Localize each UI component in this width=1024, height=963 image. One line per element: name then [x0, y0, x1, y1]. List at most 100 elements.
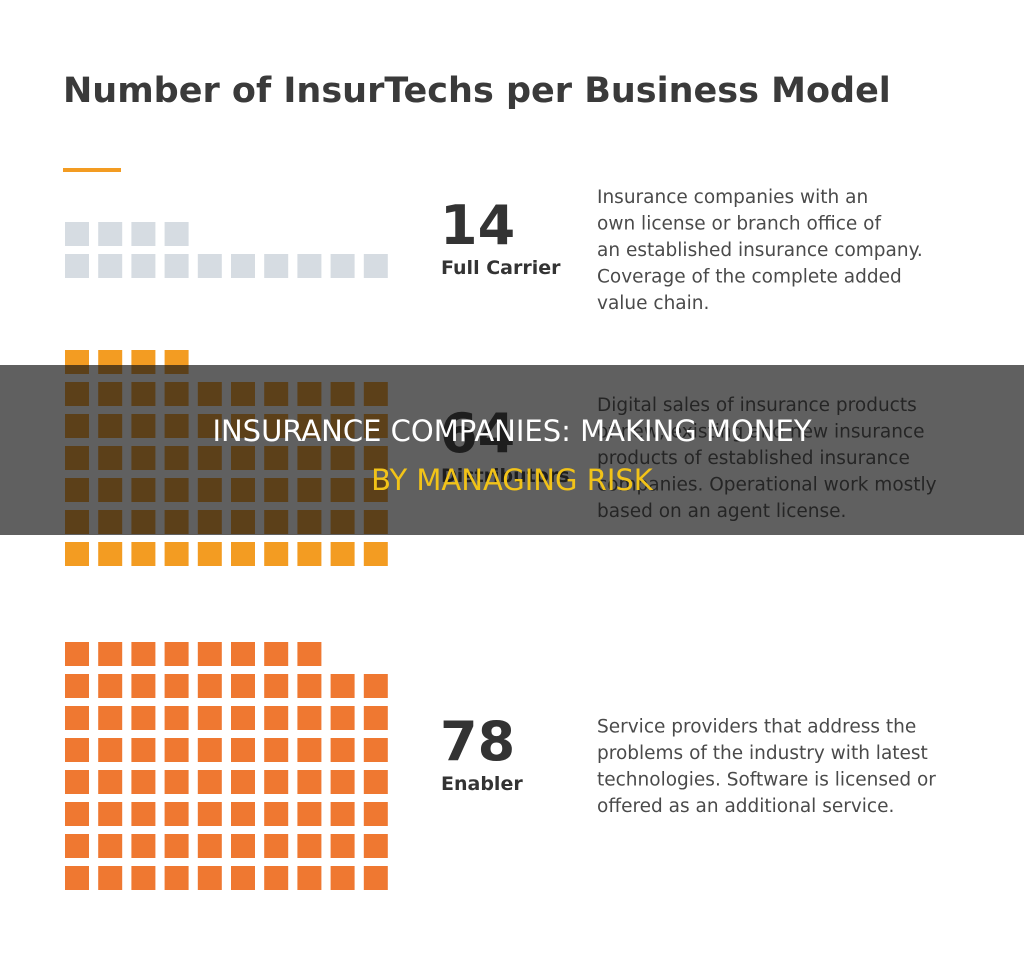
- waffle-cell: [98, 222, 123, 246]
- waffle-cell: [65, 770, 89, 794]
- waffle-cell: [264, 542, 289, 566]
- description-line: Insurance companies with an: [597, 187, 868, 208]
- waffle-cell: [231, 866, 255, 890]
- waffle-cell: [231, 254, 255, 278]
- value-label: 14: [440, 194, 515, 257]
- value-label: 78: [440, 710, 515, 773]
- waffle-cell: [131, 642, 156, 666]
- banner-line: INSURANCE COMPANIES: MAKING MONEY: [212, 414, 811, 448]
- waffle-cell: [98, 642, 123, 666]
- waffle-cell: [65, 222, 89, 246]
- waffle-cell: [297, 254, 322, 278]
- waffle-cell: [297, 802, 322, 826]
- waffle-cell: [131, 254, 156, 278]
- waffle-cell: [330, 254, 355, 278]
- waffle-cell: [330, 674, 355, 698]
- waffle-cell: [363, 674, 388, 698]
- banner-line: BY MANAGING RISK: [371, 463, 654, 497]
- waffle-cell: [297, 706, 322, 730]
- waffle-cell: [197, 674, 222, 698]
- waffle-cell: [363, 834, 388, 858]
- waffle-cell: [65, 802, 89, 826]
- waffle-cell: [264, 834, 289, 858]
- waffle-cell: [297, 866, 322, 890]
- waffle-cell: [363, 706, 388, 730]
- waffle-cell: [65, 254, 89, 278]
- waffle-cell: [65, 834, 89, 858]
- description-line: an established insurance company.: [597, 240, 923, 261]
- waffle-cell: [297, 542, 322, 566]
- waffle-cell: [164, 834, 189, 858]
- category-label: Full Carrier: [441, 257, 561, 279]
- waffle-cell: [231, 674, 255, 698]
- banner: INSURANCE COMPANIES: MAKING MONEY BY MAN…: [0, 365, 1024, 535]
- description-line: own license or branch office of: [597, 214, 881, 235]
- waffle-cell: [98, 542, 123, 566]
- waffle-cell: [164, 706, 189, 730]
- waffle-cell: [363, 254, 388, 278]
- waffle-cell: [197, 866, 222, 890]
- waffle-cell: [231, 706, 255, 730]
- waffle-cell: [197, 542, 222, 566]
- waffle-cell: [164, 542, 189, 566]
- waffle-cell: [131, 834, 156, 858]
- waffle-cell: [231, 834, 255, 858]
- waffle-cell: [65, 866, 89, 890]
- waffle-cell: [197, 642, 222, 666]
- waffle-cell: [98, 254, 123, 278]
- description-line: value chain.: [597, 293, 709, 314]
- waffle-cell: [197, 738, 222, 762]
- waffle-cell: [264, 674, 289, 698]
- waffle-cell: [197, 254, 222, 278]
- waffle-cell: [264, 802, 289, 826]
- waffle-cell: [363, 738, 388, 762]
- accent-line: [63, 168, 121, 172]
- waffle-cell: [164, 674, 189, 698]
- waffle-grid: [65, 642, 388, 890]
- waffle-cell: [330, 706, 355, 730]
- waffle-cell: [197, 706, 222, 730]
- waffle-cell: [297, 770, 322, 794]
- waffle-cell: [164, 738, 189, 762]
- waffle-cell: [363, 802, 388, 826]
- waffle-cell: [131, 706, 156, 730]
- waffle-cell: [98, 674, 123, 698]
- waffle-cell: [65, 706, 89, 730]
- waffle-cell: [131, 222, 156, 246]
- waffle-cell: [197, 802, 222, 826]
- description-line: Service providers that address the: [597, 716, 916, 737]
- waffle-cell: [164, 770, 189, 794]
- waffle-cell: [297, 674, 322, 698]
- waffle-cell: [65, 674, 89, 698]
- waffle-cell: [131, 770, 156, 794]
- waffle-cell: [297, 738, 322, 762]
- category-label: Enabler: [441, 773, 523, 795]
- waffle-cell: [65, 642, 89, 666]
- waffle-cell: [164, 802, 189, 826]
- waffle-cell: [164, 642, 189, 666]
- waffle-cell: [231, 770, 255, 794]
- waffle-cell: [231, 802, 255, 826]
- waffle-cell: [98, 834, 123, 858]
- waffle-cell: [231, 542, 255, 566]
- waffle-cell: [297, 834, 322, 858]
- waffle-cell: [231, 738, 255, 762]
- waffle-cell: [131, 802, 156, 826]
- waffle-cell: [131, 674, 156, 698]
- waffle-cell: [65, 542, 89, 566]
- waffle-cell: [264, 706, 289, 730]
- waffle-cell: [197, 834, 222, 858]
- waffle-cell: [164, 254, 189, 278]
- waffle-cell: [264, 254, 289, 278]
- waffle-cell: [330, 834, 355, 858]
- waffle-cell: [264, 642, 289, 666]
- waffle-cell: [264, 770, 289, 794]
- waffle-cell: [297, 642, 322, 666]
- waffle-cell: [363, 542, 388, 566]
- waffle-cell: [264, 738, 289, 762]
- waffle-cell: [264, 866, 289, 890]
- waffle-cell: [98, 738, 123, 762]
- waffle-cell: [65, 738, 89, 762]
- waffle-cell: [131, 542, 156, 566]
